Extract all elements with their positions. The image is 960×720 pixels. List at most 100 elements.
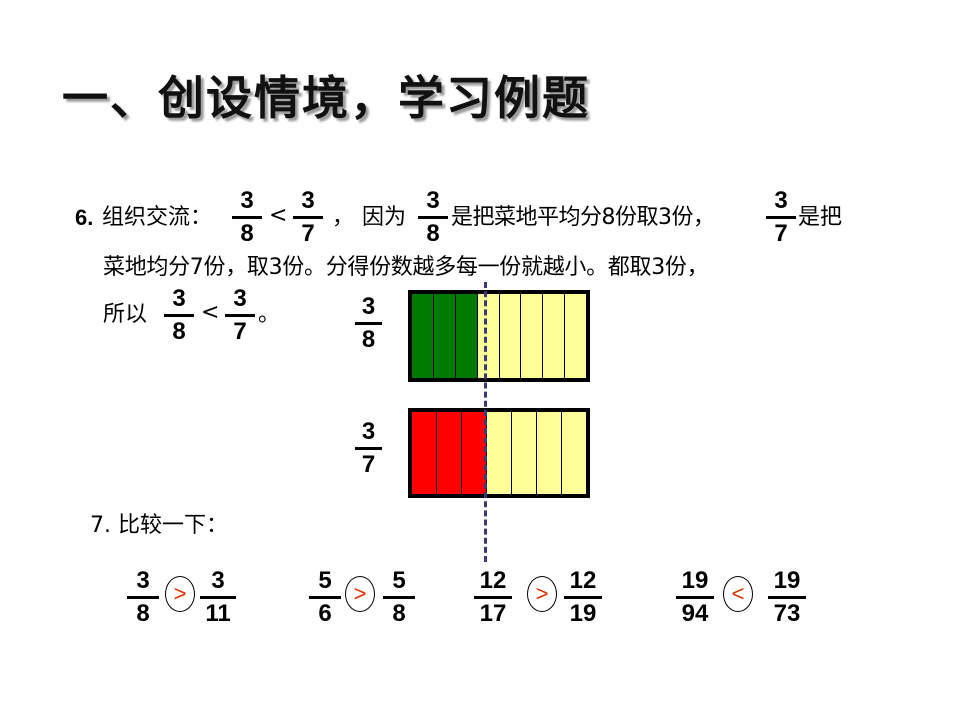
fraction-bar-line	[293, 216, 323, 219]
unshaded-part	[537, 412, 562, 494]
fraction-bar-line	[225, 314, 255, 317]
numerator: 3	[361, 418, 376, 445]
numerator: 5	[392, 567, 406, 594]
numerator: 3	[301, 187, 315, 214]
comparison-dashed-line	[484, 282, 487, 562]
text: 是把菜地平均分8份取3份，	[451, 205, 715, 230]
comparison-symbol: >	[527, 576, 557, 612]
text: 所以	[103, 302, 148, 327]
fraction: 3 11	[200, 568, 236, 627]
fraction-bar-line	[564, 596, 602, 599]
shaded-part	[437, 412, 462, 494]
fraction-bar-line	[768, 596, 806, 599]
fraction-bar-line	[474, 596, 512, 599]
fraction-bar-line	[232, 216, 262, 219]
shaded-part	[412, 412, 437, 494]
fraction-bar-line	[383, 596, 415, 599]
comparison-symbol: <	[723, 576, 753, 612]
fraction-bar-line	[355, 447, 382, 450]
text: ，	[332, 205, 355, 230]
fraction-bar-line	[200, 596, 236, 599]
comparison-sign: >	[535, 581, 549, 606]
denominator: 94	[681, 600, 709, 627]
unshaded-part	[477, 294, 500, 378]
denominator: 7	[301, 220, 315, 247]
denominator: 11	[205, 600, 231, 627]
numerator: 12	[479, 567, 507, 594]
numerator: 3	[172, 285, 186, 312]
denominator: 73	[773, 600, 801, 627]
denominator: 7	[233, 318, 247, 345]
less-than-sign: <	[269, 203, 288, 228]
denominator: 8	[240, 220, 254, 247]
denominator: 8	[426, 220, 440, 247]
numerator: 3	[233, 285, 247, 312]
fraction-bar-sevenths	[408, 408, 590, 498]
comparison-symbol: >	[165, 576, 195, 612]
fraction-bar-line	[127, 596, 159, 599]
fraction-bar-line	[418, 216, 448, 219]
unshaded-part	[512, 412, 537, 494]
text: 因为	[362, 205, 407, 230]
numerator: 12	[569, 567, 597, 594]
comparison-sign: >	[353, 581, 367, 606]
text: 组织交流：	[102, 205, 213, 230]
denominator: 17	[479, 600, 507, 627]
unshaded-part	[543, 294, 566, 378]
fraction-bar-line	[676, 596, 714, 599]
numerator: 3	[136, 567, 150, 594]
denominator: 19	[569, 600, 597, 627]
numerator: 3	[774, 187, 788, 214]
unshaded-part	[487, 412, 512, 494]
less-than-sign: <	[201, 300, 220, 325]
numerator: 19	[681, 567, 709, 594]
numerator: 19	[773, 567, 801, 594]
numerator: 3	[240, 187, 254, 214]
fraction-bar-eighths	[408, 290, 590, 382]
section-heading: 7. 比较一下：	[90, 513, 228, 538]
fraction-bar-line	[309, 596, 341, 599]
comparison-sign: >	[173, 581, 187, 606]
shaded-part	[412, 294, 434, 378]
comparison-sign: <	[731, 581, 745, 606]
numerator: 5	[318, 567, 332, 594]
item-number: 6.	[75, 205, 94, 230]
numerator: 3	[211, 567, 225, 594]
denominator: 8	[392, 600, 406, 627]
fraction: 12 19	[564, 568, 602, 627]
numerator: 3	[361, 293, 376, 320]
unshaded-part	[521, 294, 544, 378]
slide-title: 一、创设情境，学习例题	[62, 71, 590, 125]
text: 。	[258, 302, 281, 327]
text: 是把	[798, 205, 843, 230]
fraction-bar-line	[766, 216, 796, 219]
fraction: 19 73	[768, 568, 806, 627]
denominator: 8	[136, 600, 150, 627]
comparison-symbol: >	[345, 576, 375, 612]
denominator: 8	[361, 326, 376, 353]
unshaded-part	[499, 294, 522, 378]
unshaded-part	[565, 294, 586, 378]
shaded-part	[433, 294, 456, 378]
unshaded-part	[562, 412, 586, 494]
shaded-part	[455, 294, 478, 378]
denominator: 7	[361, 451, 376, 478]
denominator: 6	[318, 600, 332, 627]
fraction-bar-line	[355, 322, 382, 325]
denominator: 7	[774, 220, 788, 247]
numerator: 3	[426, 187, 440, 214]
text: 菜地均分7份，取3份。分得份数越多每一份就越小。都取3份，	[103, 255, 709, 280]
fraction: 19 94	[676, 568, 714, 627]
fraction: 12 17	[474, 568, 512, 627]
fraction-bar-line	[164, 314, 194, 317]
